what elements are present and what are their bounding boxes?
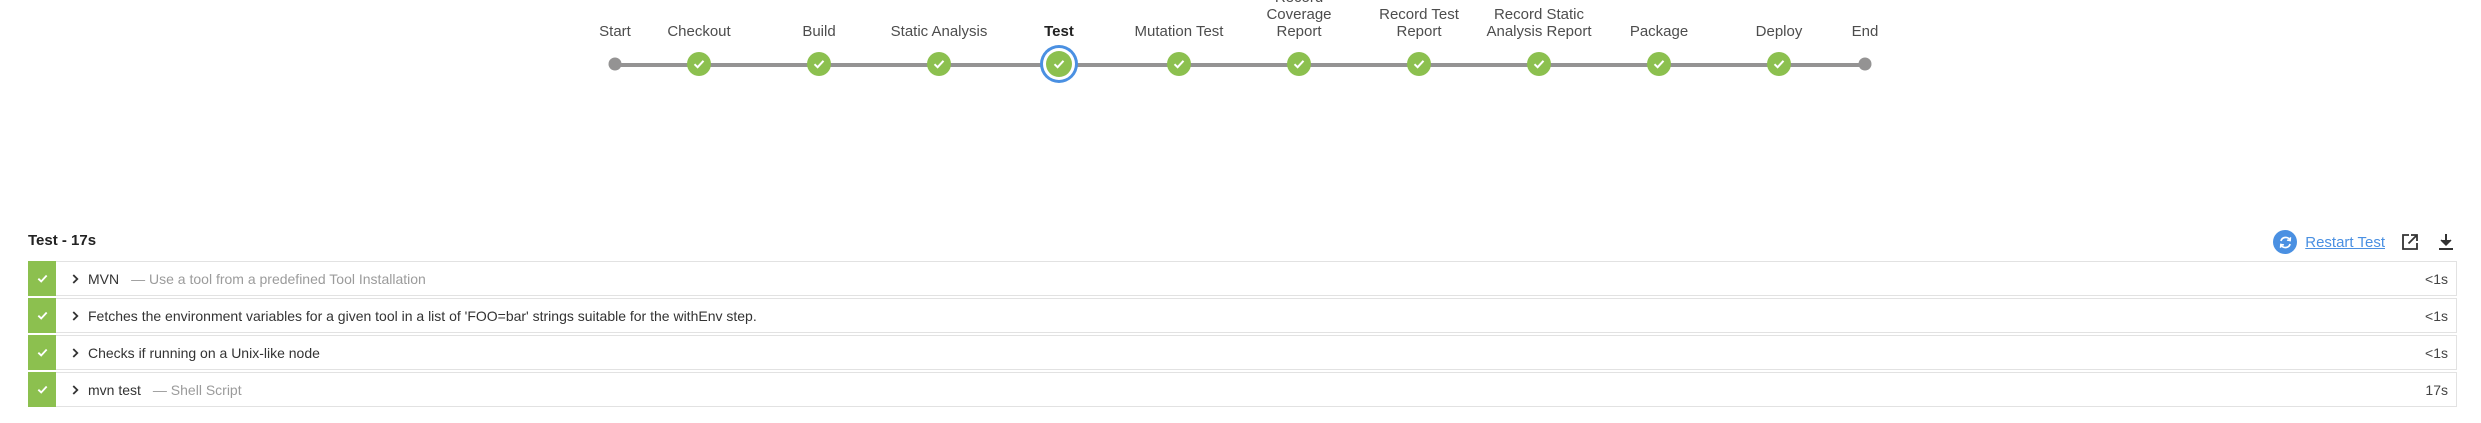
stage-record-test-report[interactable]: Record Test Report (1344, 0, 1494, 90)
open-external-icon[interactable] (2399, 231, 2421, 253)
success-check-icon[interactable] (1287, 52, 1311, 76)
stage-label: Build (802, 23, 836, 40)
stage-label: End (1851, 23, 1879, 40)
restart-stage-link[interactable]: Restart Test (2305, 233, 2385, 251)
download-icon[interactable] (2435, 231, 2457, 253)
step-row[interactable]: Checks if running on a Unix-like node <1… (28, 335, 2457, 370)
success-check-icon[interactable] (1167, 52, 1191, 76)
stage-deploy[interactable]: Deploy (1704, 0, 1854, 90)
pipeline-connector-line (615, 63, 1865, 67)
step-title: Fetches the environment variables for a … (88, 307, 757, 324)
stage-end: End (1790, 0, 1940, 90)
step-row[interactable]: mvn test — Shell Script 17s (28, 372, 2457, 407)
step-duration: <1s (2425, 270, 2448, 287)
chevron-right-icon[interactable] (62, 384, 88, 396)
step-row[interactable]: Fetches the environment variables for a … (28, 298, 2457, 333)
step-duration: 17s (2425, 381, 2448, 398)
stage-label: Checkout (667, 23, 731, 40)
step-duration: <1s (2425, 307, 2448, 324)
success-check-icon[interactable] (687, 52, 711, 76)
success-check-icon (28, 298, 56, 333)
success-check-icon (28, 335, 56, 370)
success-check-icon[interactable] (1767, 52, 1791, 76)
end-node (1858, 57, 1872, 71)
stage-checkout[interactable]: Checkout (624, 0, 774, 90)
restart-icon[interactable] (2273, 230, 2298, 254)
stage-record-static-analysis-report[interactable]: Record Static Analysis Report (1464, 0, 1614, 90)
stage-actions: Restart Test (2273, 230, 2457, 254)
step-list: MVN — Use a tool from a predefined Tool … (28, 261, 2457, 409)
success-check-icon[interactable] (1647, 52, 1671, 76)
chevron-right-icon[interactable] (62, 310, 88, 322)
chevron-right-icon[interactable] (62, 347, 88, 359)
stage-test[interactable]: Test (984, 0, 1134, 90)
stage-label: Record Static Analysis Report (1486, 6, 1592, 40)
success-check-icon (28, 372, 56, 407)
success-check-icon[interactable] (927, 52, 951, 76)
stage-mutation-test[interactable]: Mutation Test (1104, 0, 1254, 90)
step-title: mvn test (88, 381, 141, 398)
stage-label: Record Test Report (1379, 6, 1459, 40)
step-description: — Use a tool from a predefined Tool Inst… (131, 270, 426, 287)
stage-record-coverage-report[interactable]: Record Coverage Report (1224, 0, 1374, 90)
chevron-right-icon[interactable] (62, 273, 88, 285)
stage-label: Mutation Test (1134, 23, 1224, 40)
success-check-icon[interactable] (1527, 52, 1551, 76)
start-node (608, 57, 622, 71)
stage-build[interactable]: Build (744, 0, 894, 90)
stage-label: Test (1044, 23, 1074, 40)
stage-label: Start (599, 23, 631, 40)
stage-static-analysis[interactable]: Static Analysis (864, 0, 1014, 90)
stage-label: Record Coverage Report (1266, 0, 1332, 40)
step-duration: <1s (2425, 344, 2448, 361)
stage-label: Deploy (1755, 23, 1803, 40)
step-title: Checks if running on a Unix-like node (88, 344, 320, 361)
stage-start: Start (540, 0, 690, 90)
step-row[interactable]: MVN — Use a tool from a predefined Tool … (28, 261, 2457, 296)
restart-stage-button[interactable]: Restart Test (2273, 230, 2385, 254)
step-description: — Shell Script (152, 381, 242, 398)
stage-label: Package (1629, 23, 1689, 40)
pipeline-graph: Start Checkout Build Static Analysis Tes… (0, 0, 2481, 100)
stage-label: Static Analysis (890, 23, 988, 40)
stage-package[interactable]: Package (1584, 0, 1734, 90)
stage-details-title: Test - 17s (28, 232, 97, 249)
success-check-icon[interactable] (1407, 52, 1431, 76)
step-title: MVN (88, 270, 120, 287)
success-check-icon (28, 261, 56, 296)
success-check-icon[interactable] (1046, 51, 1072, 77)
success-check-icon[interactable] (807, 52, 831, 76)
